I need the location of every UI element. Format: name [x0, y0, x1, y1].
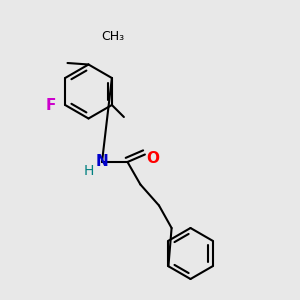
Text: F: F: [45, 98, 56, 112]
Text: H: H: [84, 164, 94, 178]
Text: O: O: [146, 151, 160, 166]
Text: N: N: [96, 154, 108, 169]
Text: CH₃: CH₃: [101, 30, 124, 43]
